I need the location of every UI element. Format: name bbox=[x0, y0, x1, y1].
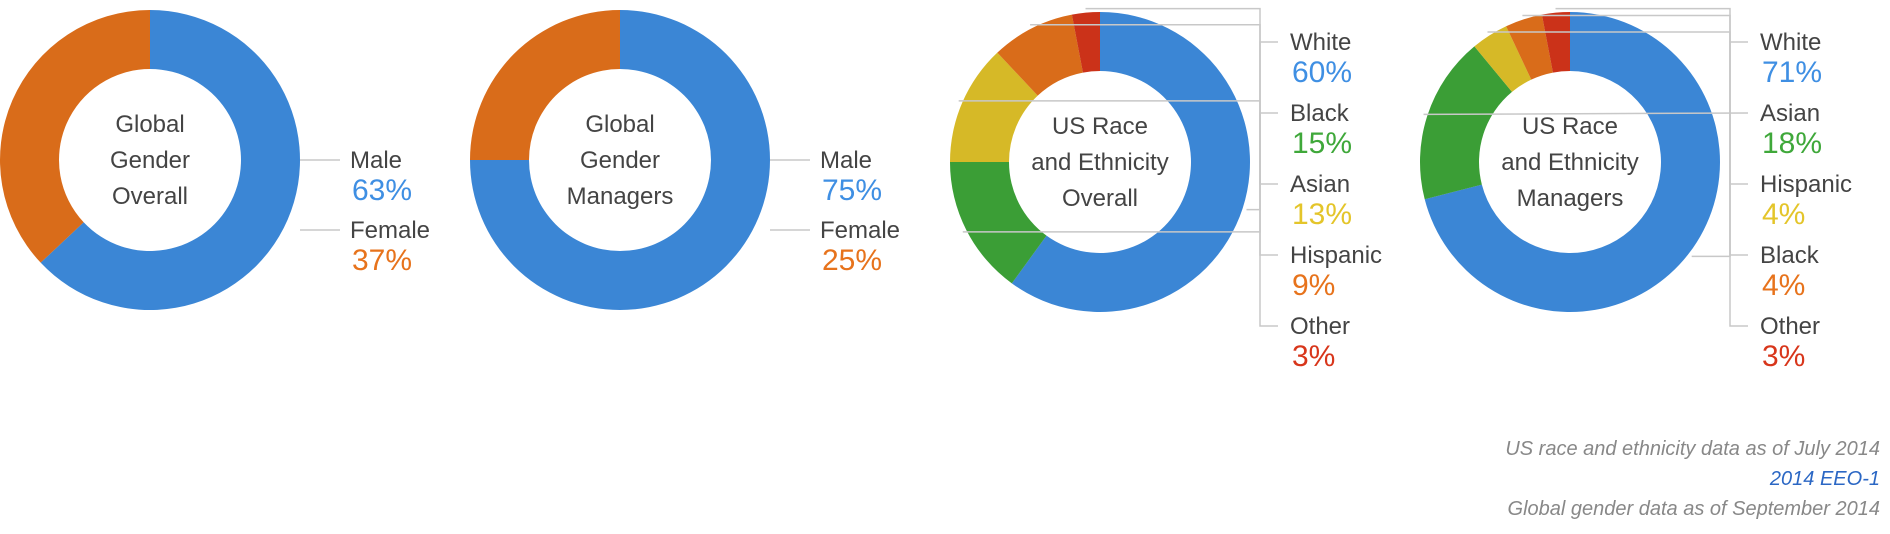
slice-asian bbox=[950, 52, 1038, 162]
value-label-black: 15% bbox=[1292, 127, 1352, 160]
value-label-female: 25% bbox=[822, 244, 882, 277]
legend-label-other: Other bbox=[1290, 313, 1350, 340]
slice-black bbox=[1506, 14, 1553, 80]
slice-white bbox=[1011, 12, 1251, 313]
donut-shade bbox=[470, 10, 770, 310]
value-label-female: 37% bbox=[352, 244, 412, 277]
chart-title-line: Global bbox=[585, 111, 654, 138]
chart-title-line: Overall bbox=[112, 183, 188, 210]
slice-female bbox=[0, 10, 151, 263]
slice-male bbox=[470, 10, 770, 310]
chart-title-line: Managers bbox=[1517, 185, 1624, 212]
chart-title-line: US Race bbox=[1522, 113, 1618, 140]
legend-label-other: Other bbox=[1760, 313, 1820, 340]
slice-black bbox=[950, 162, 1047, 284]
slice-male bbox=[40, 10, 301, 310]
donut-shade bbox=[0, 10, 300, 310]
slice-other bbox=[1071, 12, 1100, 73]
legend-label-black: Black bbox=[1760, 242, 1820, 269]
legend-label-male: Male bbox=[350, 147, 402, 174]
value-label-male: 63% bbox=[352, 174, 412, 207]
chart-title-line: Overall bbox=[1062, 185, 1138, 212]
slice-white bbox=[1424, 12, 1721, 312]
value-label-other: 3% bbox=[1292, 340, 1335, 373]
legend-label-male: Male bbox=[820, 147, 872, 174]
eeo-1-link[interactable]: 2014 EEO-1 bbox=[1769, 468, 1880, 490]
legend-label-white: White bbox=[1290, 29, 1351, 56]
value-label-male: 75% bbox=[822, 174, 882, 207]
legend-label-hispanic: Hispanic bbox=[1760, 171, 1852, 198]
chart-title-line: Global bbox=[115, 111, 184, 138]
leader-line-other bbox=[1085, 7, 1278, 327]
value-label-white: 60% bbox=[1292, 56, 1352, 89]
chart-title-line: Gender bbox=[580, 147, 660, 174]
slice-hispanic bbox=[1474, 26, 1532, 92]
chart-title-line: and Ethnicity bbox=[1031, 149, 1168, 176]
chart-title-line: Managers bbox=[567, 183, 674, 210]
chart-title-line: and Ethnicity bbox=[1501, 149, 1638, 176]
slice-other bbox=[1541, 12, 1570, 73]
value-label-asian: 13% bbox=[1292, 198, 1352, 231]
value-label-asian: 18% bbox=[1762, 127, 1822, 160]
chart-title-line: US Race bbox=[1052, 113, 1148, 140]
legend-label-white: White bbox=[1760, 29, 1821, 56]
legend-label-asian: Asian bbox=[1760, 100, 1820, 127]
legend-label-black: Black bbox=[1290, 100, 1350, 127]
race-data-footnote: US race and ethnicity data as of July 20… bbox=[1505, 438, 1880, 460]
leader-line-asian bbox=[1423, 112, 1749, 116]
value-label-black: 4% bbox=[1762, 269, 1805, 302]
donut-shade bbox=[1420, 12, 1720, 312]
value-label-hispanic: 4% bbox=[1762, 198, 1805, 231]
value-label-white: 71% bbox=[1762, 56, 1822, 89]
leader-line-other bbox=[1555, 7, 1748, 327]
legend-label-asian: Asian bbox=[1290, 171, 1350, 198]
value-label-other: 3% bbox=[1762, 340, 1805, 373]
slice-female bbox=[470, 10, 620, 160]
slice-hispanic bbox=[997, 14, 1083, 96]
legend-label-female: Female bbox=[350, 217, 430, 244]
slice-asian bbox=[1420, 46, 1512, 200]
donut-shade bbox=[950, 12, 1250, 312]
legend-label-hispanic: Hispanic bbox=[1290, 242, 1382, 269]
gender-data-footnote: Global gender data as of September 2014 bbox=[1507, 498, 1880, 520]
value-label-hispanic: 9% bbox=[1292, 269, 1335, 302]
legend-label-female: Female bbox=[820, 217, 900, 244]
chart-title-line: Gender bbox=[110, 147, 190, 174]
